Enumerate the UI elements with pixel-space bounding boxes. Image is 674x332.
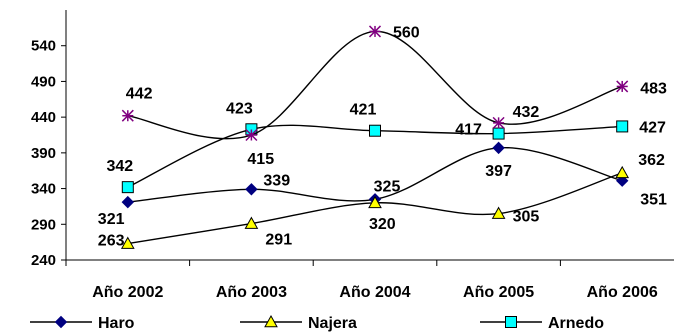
x-category-label: Año 2003 xyxy=(216,284,287,301)
data-label: 320 xyxy=(369,216,396,233)
x-category-label: Año 2002 xyxy=(92,284,163,301)
data-label: 321 xyxy=(98,211,125,228)
square-marker xyxy=(121,181,134,194)
star-marker xyxy=(368,25,382,38)
data-label: 397 xyxy=(485,163,512,180)
y-tick-label: 540 xyxy=(31,38,56,55)
data-label: 351 xyxy=(640,192,667,209)
data-label: 291 xyxy=(265,232,292,249)
triangle-marker xyxy=(264,314,278,328)
chart-series xyxy=(120,25,630,249)
triangle-marker xyxy=(368,195,382,209)
star-marker xyxy=(245,128,258,142)
series-line-unlabeled xyxy=(127,30,623,140)
y-tick-label: 290 xyxy=(31,216,56,233)
diamond-marker xyxy=(54,315,68,329)
legend-label-najera: Najera xyxy=(308,315,357,332)
data-label: 432 xyxy=(513,104,540,121)
data-label: 415 xyxy=(247,151,274,168)
square-marker xyxy=(369,124,381,137)
data-label: 442 xyxy=(126,86,153,103)
data-label: 417 xyxy=(455,122,482,139)
triangle-marker xyxy=(244,216,259,229)
data-label: 325 xyxy=(374,178,401,195)
star-marker xyxy=(492,116,505,129)
y-tick-label: 240 xyxy=(31,252,56,269)
data-label: 560 xyxy=(393,24,420,41)
square-marker xyxy=(505,316,517,328)
x-category-label: Año 2004 xyxy=(339,284,410,301)
diamond-marker xyxy=(492,141,505,155)
y-tick-label: 440 xyxy=(31,109,56,126)
data-label: 421 xyxy=(350,102,377,119)
triangle-marker xyxy=(491,206,506,219)
square-marker xyxy=(492,127,505,140)
diamond-marker xyxy=(121,195,135,209)
chart-axes: 240 290 340 390 440 490 540 Año 2002 Año 2003 Año… xyxy=(31,10,674,301)
data-label: 305 xyxy=(513,209,540,226)
triangle-marker xyxy=(615,165,630,179)
data-label: 362 xyxy=(638,152,665,169)
square-marker xyxy=(616,120,629,133)
x-category-label: Año 2005 xyxy=(463,284,534,301)
diamond-marker xyxy=(245,183,258,196)
triangle-marker xyxy=(120,236,135,249)
legend-label-arnedo: Arnedo xyxy=(548,315,604,332)
y-tick-label: 490 xyxy=(31,73,56,90)
star-marker xyxy=(121,109,134,122)
data-label: 339 xyxy=(263,172,290,189)
data-label: 263 xyxy=(98,233,125,250)
y-tick-label: 390 xyxy=(31,145,56,162)
star-marker xyxy=(616,80,629,93)
data-label: 483 xyxy=(640,80,667,97)
chart-data-labels: 321 339 325 397 351 263 291 320 305 362 342 423 421 4… xyxy=(98,24,667,249)
legend-label-haro: Haro xyxy=(98,315,135,332)
y-tick-label: 340 xyxy=(31,181,56,198)
data-label: 423 xyxy=(226,100,253,117)
x-category-label: Año 2006 xyxy=(587,284,658,301)
data-label: 342 xyxy=(106,158,133,175)
data-label: 427 xyxy=(639,119,666,136)
chart-legend: Haro Najera Arnedo xyxy=(30,314,604,332)
